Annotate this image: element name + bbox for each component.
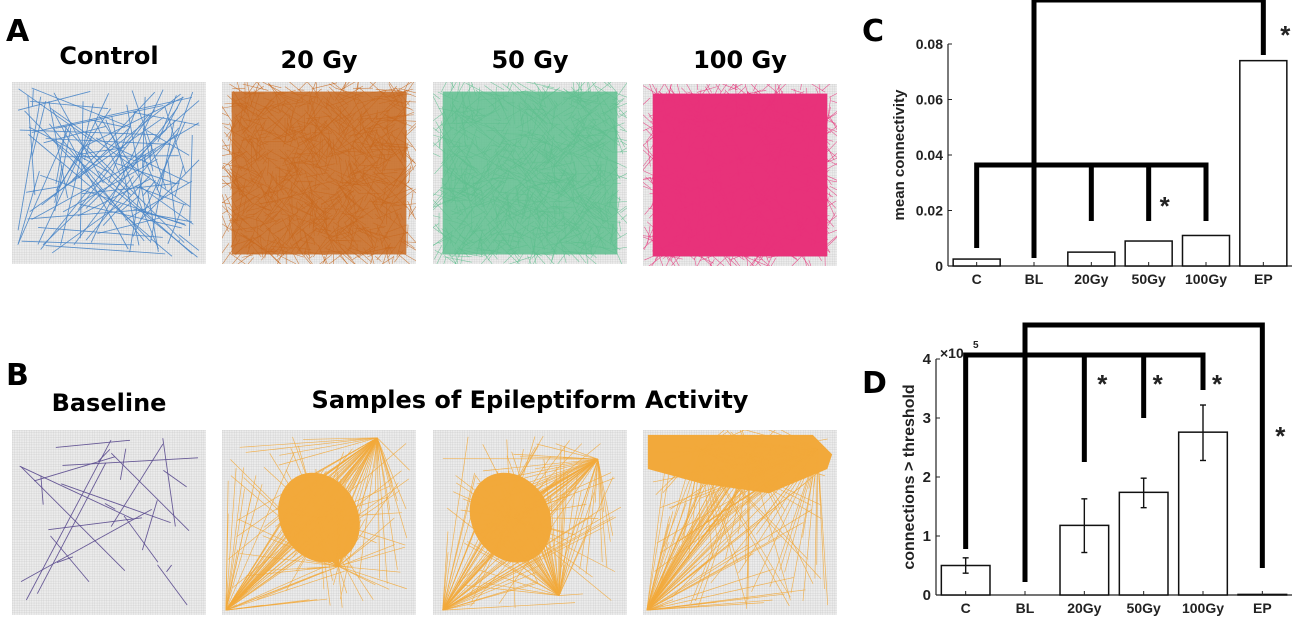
panel-letter-d: D xyxy=(862,366,887,401)
chart-connections-threshold: 0 1 2 3 4 C BL 20Gy 50Gy 100Gy EP connections > thr… xyxy=(901,322,1292,616)
error-bar-20gy xyxy=(1081,498,1088,554)
network-plot-epileptiform-2 xyxy=(433,430,627,615)
y-tick-label: 3 xyxy=(923,410,931,427)
network-title-control: Control xyxy=(59,42,159,70)
x-tick-label: 100Gy xyxy=(1182,600,1224,616)
network-edges xyxy=(225,436,410,611)
network-edges xyxy=(19,438,199,606)
network-plot-100gy xyxy=(643,84,837,266)
significance-star: * xyxy=(1160,191,1171,221)
x-tick-label: 20Gy xyxy=(1067,600,1101,616)
baseline-title: Baseline xyxy=(51,389,167,417)
y-tick-label: 4 xyxy=(923,351,932,368)
network-title-100gy: 100 Gy xyxy=(693,46,787,74)
x-tick-label: BL xyxy=(1016,600,1035,616)
network-edges xyxy=(222,82,416,264)
bar-100gy xyxy=(1181,234,1231,267)
error-bar-100gy xyxy=(1200,404,1206,462)
network-plot-50gy xyxy=(433,82,627,264)
y-tick-label: 0 xyxy=(935,258,943,274)
x-tick-label: 50Gy xyxy=(1132,271,1166,287)
network-edges xyxy=(646,430,833,611)
bar-ep xyxy=(1239,59,1288,267)
y-tick-label: 0.08 xyxy=(916,36,943,52)
significance-star: * xyxy=(1212,369,1223,399)
chart-mean-connectivity: 0 0.02 0.04 0.06 0.08 C BL 20Gy 50Gy 100Gy EP mean … xyxy=(891,0,1292,287)
grid-background xyxy=(12,430,206,615)
epileptiform-title: Samples of Epileptiform Activity xyxy=(311,386,749,414)
network-edges xyxy=(442,435,622,611)
y-axis-label: mean connectivity xyxy=(891,89,908,221)
network-plot-20gy xyxy=(222,82,416,264)
significance-star: * xyxy=(1097,369,1108,399)
x-tick-label: EP xyxy=(1254,271,1273,287)
significance-bracket xyxy=(1022,322,1265,582)
network-plot-epileptiform-1 xyxy=(222,430,416,615)
network-edges xyxy=(433,82,627,264)
y-tick-label: 0.06 xyxy=(916,92,943,108)
panel-letter-b: B xyxy=(6,358,29,393)
x-tick-label: BL xyxy=(1025,271,1044,287)
y-tick-label: 0.02 xyxy=(916,203,943,219)
bar-50gy xyxy=(1118,491,1169,596)
x-tick-label: 20Gy xyxy=(1074,271,1108,287)
error-bar-c xyxy=(962,557,969,574)
y-tick-label: 2 xyxy=(923,469,931,486)
significance-bracket xyxy=(1031,0,1266,258)
x-tick-label: EP xyxy=(1253,600,1272,616)
y-tick-label: 1 xyxy=(923,528,931,545)
network-plot-baseline xyxy=(12,430,206,615)
x-tick-label: C xyxy=(972,271,982,287)
network-edges xyxy=(17,87,200,258)
network-plot-control xyxy=(12,82,206,264)
error-bar-50gy xyxy=(1140,477,1147,509)
significance-star: * xyxy=(1153,369,1164,399)
y-multiplier: ×10 xyxy=(940,345,964,361)
network-title-50gy: 50 Gy xyxy=(491,46,569,74)
significance-star: * xyxy=(1280,20,1291,50)
network-plot-epileptiform-3 xyxy=(643,430,837,615)
x-tick-label: 100Gy xyxy=(1185,271,1227,287)
y-tick-label: 0.04 xyxy=(916,147,943,163)
x-tick-label: C xyxy=(961,600,971,616)
bar-50gy xyxy=(1124,240,1173,267)
y-axis-label: connections > threshold xyxy=(901,384,918,569)
significance-star: * xyxy=(1275,421,1286,451)
panel-letter-a: A xyxy=(6,14,30,49)
y-tick-label: 0 xyxy=(923,587,931,604)
network-title-20gy: 20 Gy xyxy=(280,46,358,74)
y-multiplier-exponent: 5 xyxy=(973,340,979,351)
network-edges xyxy=(643,84,837,266)
x-tick-label: 50Gy xyxy=(1127,600,1161,616)
panel-letter-c: C xyxy=(862,14,885,49)
